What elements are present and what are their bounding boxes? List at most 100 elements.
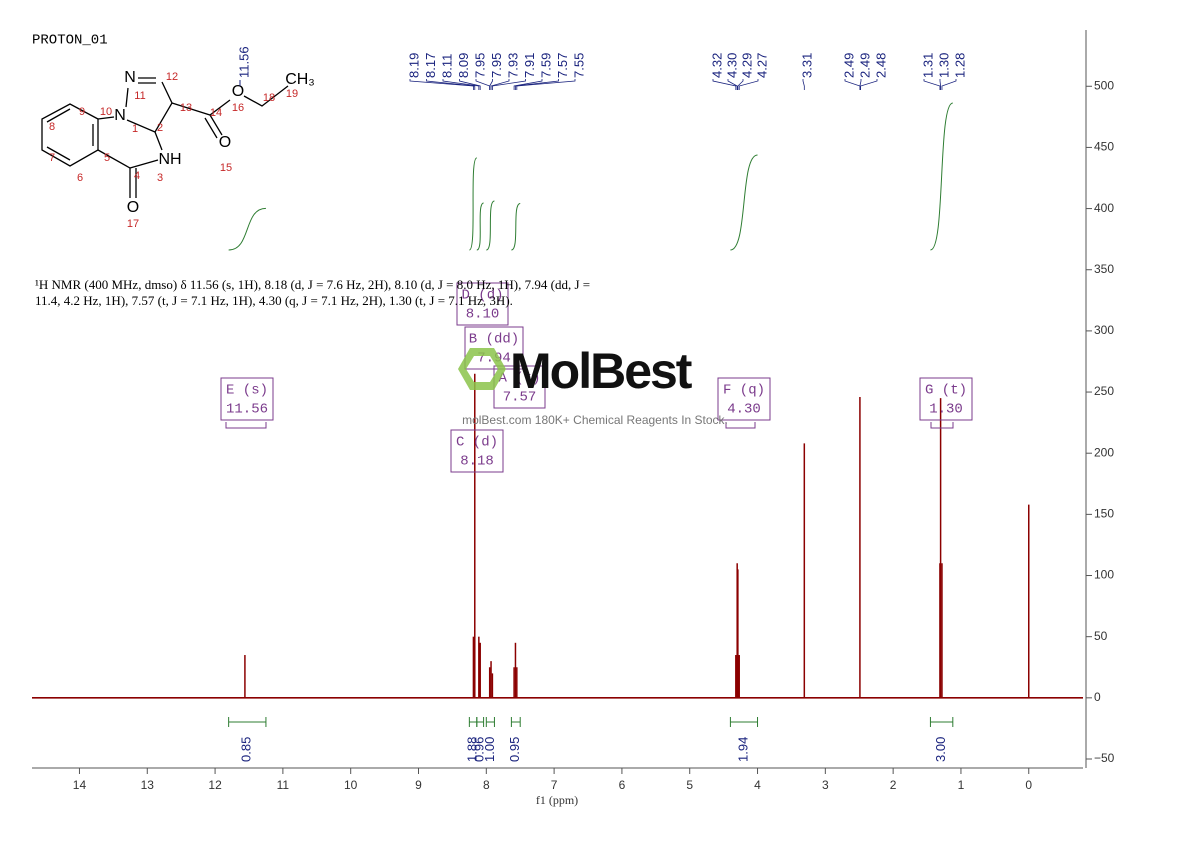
multiplet-shift: 8.10 [466,307,500,323]
shift-label: 7.95 [489,53,504,78]
multiplet-box [450,429,504,473]
multiplet-shift: 11.56 [226,402,268,418]
integral-label: 0.96 [472,737,487,762]
atom-number: 15 [220,162,232,174]
shift-connector [426,79,476,90]
shift-connector [459,79,481,90]
description: ¹H NMR (400 MHz, dmso) δ 11.56 (s, 1H), … [35,277,591,308]
shift-connector [737,79,744,90]
y-tick-label: 300 [1094,323,1114,337]
y-tick-label: −50 [1094,751,1115,765]
atom-number: 1 [132,123,138,135]
atom-number: 17 [127,218,139,230]
shift-label: 4.29 [739,53,754,78]
shift-connector [859,79,862,90]
x-tick-label: 13 [141,778,155,792]
shift-connector [860,79,878,90]
y-tick-label: 100 [1094,568,1114,582]
shift-label: 2.49 [857,53,872,78]
shift-label: 7.55 [571,53,586,78]
atom-number: 9 [79,106,85,118]
integral-curve [930,102,954,251]
x-tick-label: 5 [686,778,693,792]
integral-curve [485,200,495,251]
atom-number: 4 [134,170,140,182]
shift-label: 2.48 [873,53,888,78]
shift-connector [941,79,957,90]
x-tick-label: 3 [822,778,829,792]
x-tick-label: 6 [619,778,626,792]
atom-number: 19 [286,88,298,100]
shift-label: 2.49 [841,53,856,78]
structure-shift: 11.56 [236,46,251,78]
x-tick-label: 1 [958,778,965,792]
shift-connector [442,79,480,90]
title: PROTON_01 [32,33,108,49]
integral-bracket [729,717,759,727]
integral-bracket [468,717,478,727]
y-tick-label: 400 [1094,201,1114,215]
multiplet-shift: 8.18 [460,454,494,470]
y-tick-label: 200 [1094,445,1114,459]
y-tick-label: 150 [1094,507,1114,521]
atom-number: 18 [263,92,275,104]
integral-label: 0.95 [507,737,522,762]
atom-label: N [114,107,126,124]
integral-label: 3.00 [933,737,948,762]
multiplet-bracket [225,422,267,429]
atom-label: N [124,69,136,86]
multiplet-name: D (d) [461,288,503,304]
shift-label: 4.30 [724,53,739,78]
shift-connector [515,79,559,90]
atom-number: 16 [232,102,244,114]
x-tick-label: 9 [415,778,422,792]
x-axis-label: f1 (ppm) [536,793,578,807]
multiplet-box [717,377,771,421]
shift-connector [923,79,941,90]
x-tick-label: 10 [344,778,358,792]
logo [458,348,506,390]
y-tick-label: 450 [1094,140,1114,154]
shift-label: 3.31 [799,53,814,78]
multiplet-name: B (dd) [469,332,519,348]
y-tick-label: 50 [1094,629,1108,643]
shift-connector [939,79,942,90]
x-tick-label: 0 [1025,778,1032,792]
watermark-brand: MolBest [510,343,693,399]
atom-label: CH₃ [285,71,315,88]
integral-label: 0.85 [239,737,254,762]
atom-number: 6 [77,172,83,184]
shift-label: 8.17 [423,53,438,78]
atom-number: 12 [166,71,178,83]
multiplet-bracket [930,422,954,429]
integral-curve [730,154,758,251]
shift-connector [409,79,474,90]
multiplet-box [220,377,274,421]
shift-connector [844,79,861,90]
atom-number: 13 [180,102,192,114]
integral-bracket [485,717,495,727]
multiplet-shift: 1.30 [929,402,963,418]
shift-connector [489,79,493,90]
integral-curve [511,202,521,251]
shift-label: 1.28 [952,53,967,78]
shift-label: 7.59 [538,53,553,78]
shift-label: 7.95 [472,53,487,78]
y-tick-label: 500 [1094,78,1114,92]
watermark-tagline: molBest.com 180K+ Chemical Reagents In S… [462,413,728,427]
multiplet-box [919,377,973,421]
shift-label: 7.93 [505,53,520,78]
multiplet-bracket [725,422,756,429]
shift-connector [516,79,576,90]
shift-connector [727,79,738,90]
shift-connector [712,79,737,90]
integral-bracket [929,717,954,727]
y-tick-label: 250 [1094,384,1114,398]
y-tick-label: 350 [1094,262,1114,276]
shift-connector [738,79,759,90]
multiplet-box [456,282,509,326]
x-tick-label: 12 [208,778,222,792]
integral-curve [468,157,478,251]
